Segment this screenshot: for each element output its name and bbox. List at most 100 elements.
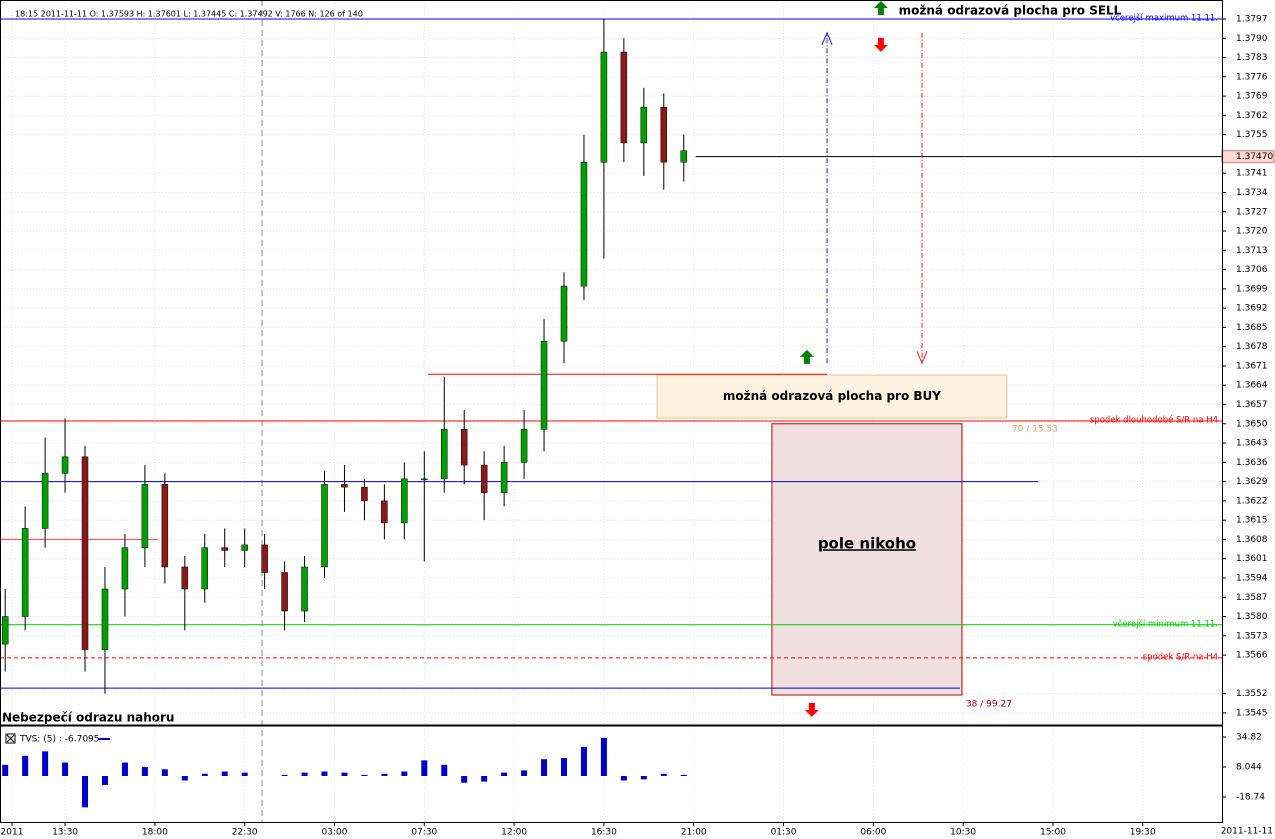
indicator-bar <box>221 771 228 777</box>
warning-note: Nebezpečí odrazu nahoru <box>2 711 174 725</box>
guide-arrowhead <box>821 31 833 45</box>
zone-label: pole nikoho <box>818 534 916 552</box>
candle-body <box>61 456 69 474</box>
indicator-bar <box>501 772 508 777</box>
level-label: včerejší maximum 11.11. <box>1110 13 1218 24</box>
guide-arrowhead <box>916 351 928 365</box>
indicator-bar <box>22 755 29 777</box>
y-tick-label: 1.3636 <box>1236 458 1268 468</box>
y-tick-label: 1.3699 <box>1236 284 1268 294</box>
indicator-bar <box>201 773 208 777</box>
candle-body <box>241 544 248 551</box>
indicator-bar <box>521 770 528 777</box>
candle-body <box>21 528 29 617</box>
candle-body <box>401 478 408 524</box>
y-tick-label: 1.3594 <box>1236 573 1268 583</box>
indicator-bar <box>461 776 468 783</box>
y-tick-label: 1.3713 <box>1236 246 1268 256</box>
indicator-bar <box>2 764 9 777</box>
x-tick-label: 21:00 <box>681 828 707 838</box>
y-tick-label: 1.3734 <box>1236 188 1268 198</box>
y-tick-label: 1.3650 <box>1236 419 1268 429</box>
zone <box>656 374 1008 419</box>
indicator-bar <box>62 762 69 777</box>
zone-note: 70 / 15.53 <box>1012 424 1058 434</box>
candle-body <box>580 161 588 287</box>
x-tick-label: 18:00 <box>142 828 168 838</box>
candle-body <box>141 484 149 548</box>
candle-body <box>520 429 528 463</box>
indicator-bar <box>660 773 667 777</box>
x-tick-label: 07:30 <box>411 828 437 838</box>
candle-body <box>1 616 9 645</box>
indicator-bar <box>401 771 408 777</box>
y-tick-label: 1.3615 <box>1236 516 1268 526</box>
x-tick-label: 13:30 <box>52 828 78 838</box>
candle-body <box>500 462 508 493</box>
indicator-bar <box>101 776 108 785</box>
date-label: 2011-11-11 <box>1221 827 1273 837</box>
indicator-bar <box>481 776 488 782</box>
signal-arrow <box>804 702 819 717</box>
indicator-bar <box>241 772 248 777</box>
y-tick-label: 1.3608 <box>1236 535 1268 545</box>
indicator-bar <box>42 751 49 777</box>
zone-note: 38 / 99.27 <box>966 700 1012 710</box>
candle-body <box>540 340 548 430</box>
candle-body <box>620 51 628 144</box>
indicator-bar <box>281 774 288 777</box>
indicator-bar <box>421 760 428 777</box>
indicator-bar <box>600 737 607 777</box>
candle-body <box>101 588 109 650</box>
x-tick-label: 16:30 <box>591 828 617 838</box>
indicator-bar <box>620 776 627 781</box>
indicator-bar <box>441 764 448 777</box>
y-tick-label: 1.3790 <box>1236 34 1268 44</box>
indicator-bar <box>341 772 348 777</box>
indicator-checkbox[interactable] <box>5 733 16 744</box>
candle-body <box>680 150 687 163</box>
y-tick-label: 1.3566 <box>1236 651 1268 661</box>
y-tick-label: 1.3727 <box>1236 207 1268 217</box>
zone-label: možná odrazová plocha pro BUY <box>723 389 941 403</box>
y-tick-label: 1.3629 <box>1236 477 1268 487</box>
candle-body <box>480 464 488 493</box>
candle-body <box>281 572 288 612</box>
sell-note: možná odrazová plocha pro SELL <box>899 4 1122 18</box>
candle-body <box>261 544 268 573</box>
y-tick-label: 1.3776 <box>1236 72 1268 82</box>
indicator-bar <box>161 769 168 777</box>
indicator-bar <box>541 759 548 777</box>
y-tick-label: 1.3545 <box>1236 708 1268 718</box>
y-tick-label: 1.3797 <box>1236 15 1268 25</box>
level-label: spodek dlouhodobé S/R na H4 <box>1090 415 1218 426</box>
indicator-bar <box>321 771 328 777</box>
checkbox-cross <box>6 734 15 743</box>
indicator-bar <box>181 776 188 781</box>
y-tick-label: 1.3580 <box>1236 612 1268 622</box>
indicator-label: TVS: (5) : -6.7095 <box>19 735 100 745</box>
y-tick-label: 1.3755 <box>1236 130 1268 140</box>
candle-body <box>41 473 49 529</box>
signal-arrow <box>799 349 814 364</box>
x-tick-label: 19:30 <box>1130 828 1156 838</box>
x-tick-label: 15:00 <box>1040 828 1066 838</box>
y-tick-label: 1.3657 <box>1236 400 1268 410</box>
candle-body <box>221 547 228 551</box>
level-label: spodek S/R na H4 <box>1143 652 1218 662</box>
indicator-bar <box>640 776 647 780</box>
y-tick-label: 1.3587 <box>1236 593 1268 603</box>
level-label: včerejší minimum 11.11. <box>1113 618 1218 629</box>
candle-body <box>121 547 129 590</box>
x-tick-label: 10:30 <box>950 828 976 838</box>
indicator-bar <box>680 774 687 777</box>
indicator-bar <box>580 746 587 777</box>
y-tick-label: 1.3601 <box>1236 554 1268 564</box>
candle-body <box>421 478 428 481</box>
y-tick-label: 1.3783 <box>1236 53 1268 63</box>
indicator-bar <box>381 773 388 777</box>
candle-body <box>361 486 368 502</box>
indicator-bar <box>82 776 89 808</box>
y-tick-label: 1.3643 <box>1236 439 1268 449</box>
